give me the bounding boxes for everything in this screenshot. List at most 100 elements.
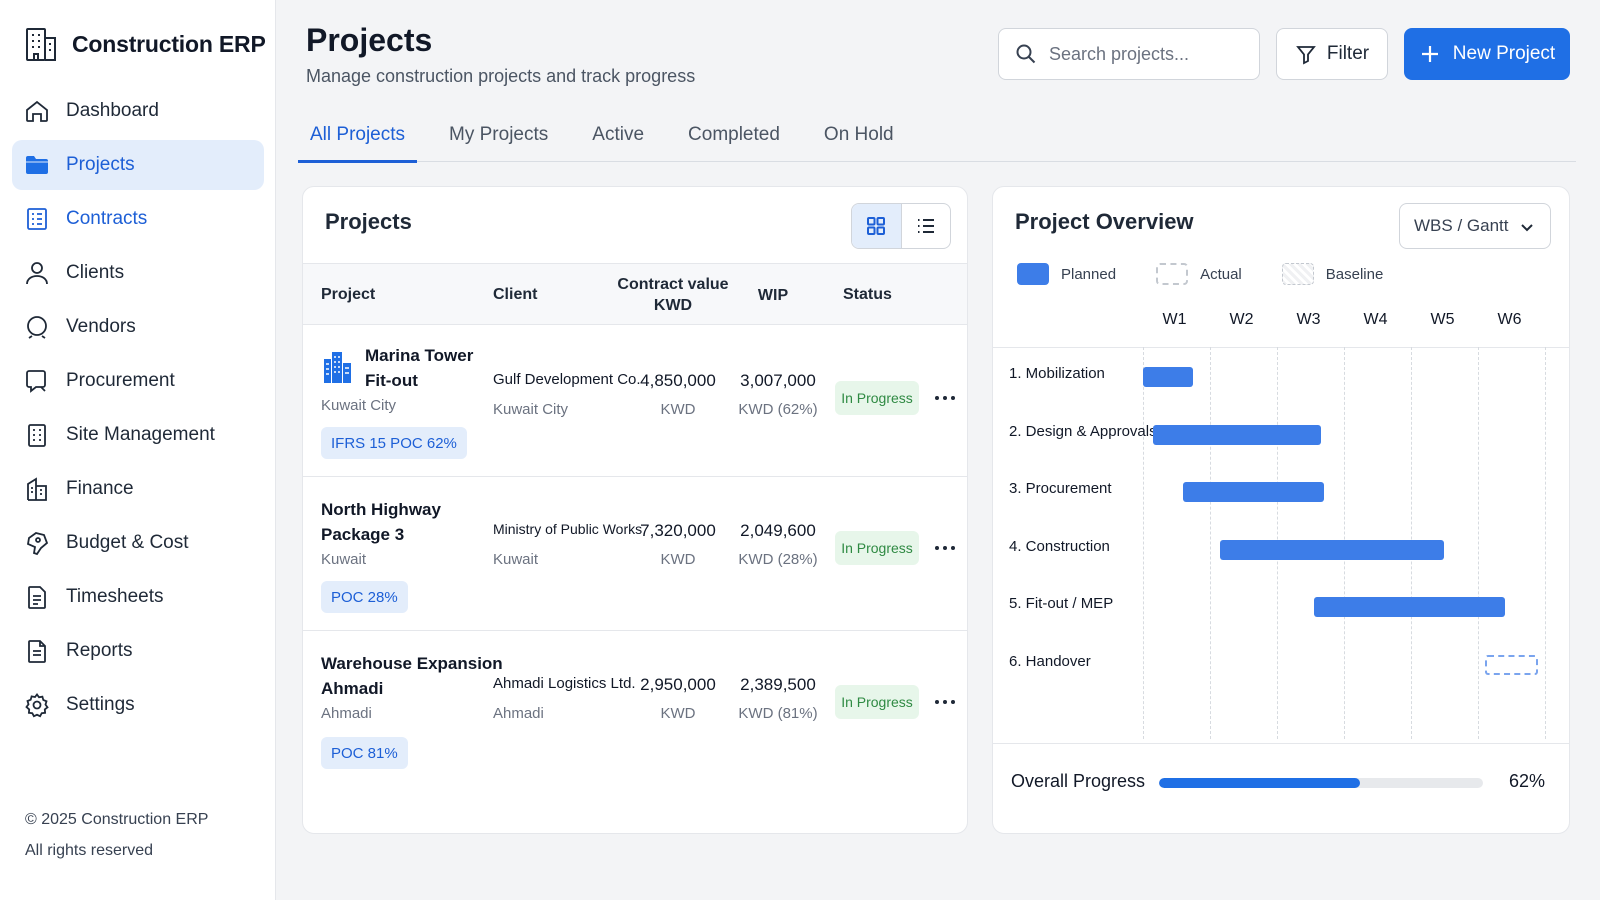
tab-active[interactable]: Active <box>592 124 645 145</box>
tab-my-projects[interactable]: My Projects <box>449 124 549 145</box>
baseline-swatch <box>1281 263 1314 285</box>
brand[interactable]: Construction ERP <box>24 26 266 62</box>
project-name-line2: Fit-out <box>365 371 418 390</box>
gantt-bar[interactable] <box>1183 482 1324 502</box>
sidebar-item-dashboard[interactable]: Dashboard <box>12 86 264 136</box>
sidebar-item-finance[interactable]: Finance <box>12 464 264 514</box>
legend-baseline: Baseline <box>1281 263 1384 285</box>
project-name[interactable]: Warehouse Expansion Ahmadi <box>321 651 503 701</box>
overall-progress-label: Overall Progress <box>1011 771 1146 791</box>
table-header: Project Client Contract value KWD WIP St… <box>303 263 967 325</box>
app-title: Construction ERP <box>72 30 266 57</box>
tab-completed[interactable]: Completed <box>688 124 780 145</box>
projects-card-title: Projects <box>325 209 412 234</box>
client-city: Kuwait <box>493 551 539 568</box>
legend-baseline-label: Baseline <box>1325 265 1384 283</box>
gantt-bar[interactable] <box>1220 539 1445 560</box>
grid-view-button[interactable] <box>852 204 902 248</box>
gantt-bar[interactable] <box>1153 424 1321 445</box>
column-status[interactable]: Status <box>843 286 892 303</box>
gantt-bar[interactable] <box>1313 597 1505 617</box>
more-options-icon[interactable] <box>933 690 957 714</box>
gantt-gridline <box>1545 347 1546 739</box>
table-row[interactable]: Warehouse Expansion Ahmadi Ahmadi POC 81… <box>303 631 967 791</box>
gantt-bar-outline[interactable] <box>1484 654 1539 675</box>
vendor-icon <box>27 316 47 339</box>
project-name[interactable]: Marina Tower Fit-out <box>365 343 473 393</box>
view-select-value: WBS / Gantt <box>1414 216 1509 235</box>
sidebar-item-label: Procurement <box>66 370 175 391</box>
task-label[interactable]: 5. Fit-out / MEP <box>1009 595 1114 612</box>
chevron-down-icon <box>1521 224 1533 232</box>
gantt-gridline <box>1143 347 1144 739</box>
task-label[interactable]: 6. Handover <box>1009 652 1091 670</box>
project-tabs: All Projects My Projects Active Complete… <box>298 108 1576 163</box>
column-project[interactable]: Project <box>321 286 376 303</box>
grid-icon <box>867 217 886 235</box>
sidebar-item-label: Site Management <box>66 424 215 445</box>
task-label[interactable]: 4. Construction <box>1009 537 1110 555</box>
contract-value-unit: KWD <box>660 705 696 722</box>
list-icon <box>917 219 934 233</box>
column-wip[interactable]: WIP <box>757 286 789 304</box>
list-view-button[interactable] <box>902 204 951 248</box>
user-icon <box>26 262 48 285</box>
overall-progress-percent: 62% <box>1509 771 1546 791</box>
task-label[interactable]: 1. Mobilization <box>1009 365 1105 382</box>
filter-label: Filter <box>1326 43 1370 64</box>
gear-icon <box>25 693 49 718</box>
table-row[interactable]: Marina Tower Fit-out Kuwait City IFRS 15… <box>303 325 967 477</box>
tab-all-projects[interactable]: All Projects <box>298 108 418 163</box>
copyright-text: © 2025 Construction ERP <box>25 811 209 828</box>
task-label[interactable]: 3. Procurement <box>1009 480 1112 497</box>
sidebar-item-site-management[interactable]: Site Management <box>12 410 264 460</box>
search-input[interactable] <box>1049 43 1239 65</box>
table-row[interactable]: North Highway Package 3 Kuwait POC 28% M… <box>303 477 967 631</box>
gantt-bar[interactable] <box>1143 367 1194 387</box>
column-client[interactable]: Client <box>493 286 538 303</box>
sidebar-item-procurement[interactable]: Procurement <box>12 356 264 406</box>
project-city: Kuwait City <box>321 397 397 414</box>
sidebar-item-vendors[interactable]: Vendors <box>12 302 264 352</box>
sidebar-item-settings[interactable]: Settings <box>12 680 264 730</box>
sidebar-item-contracts[interactable]: Contracts <box>12 194 264 244</box>
column-contract-value[interactable]: Contract value KWD <box>613 264 733 326</box>
status-badge: In Progress <box>835 381 919 415</box>
week-label: W2 <box>1229 311 1254 328</box>
sidebar-item-budget-cost[interactable]: Budget & Cost <box>12 518 264 568</box>
more-options-icon[interactable] <box>933 386 957 410</box>
task-label[interactable]: 2. Design & Approvals <box>1009 422 1157 440</box>
poc-badge: IFRS 15 POC 62% <box>321 427 467 459</box>
week-label: W3 <box>1296 311 1321 328</box>
overall-progress-bar <box>1159 778 1483 788</box>
tab-on-hold[interactable]: On Hold <box>823 124 894 145</box>
view-select[interactable]: WBS / Gantt <box>1399 203 1551 249</box>
more-options-icon[interactable] <box>933 536 957 560</box>
finance-icon <box>27 477 47 501</box>
sidebar-item-label: Vendors <box>66 316 136 337</box>
sidebar-item-timesheets[interactable]: Timesheets <box>12 572 264 622</box>
sidebar-item-label: Settings <box>66 694 135 715</box>
filter-button[interactable]: Filter <box>1276 28 1388 80</box>
wip-value: 3,007,000 <box>740 371 816 390</box>
client-name: Ahmadi Logistics Ltd. <box>493 675 636 692</box>
wip-value: 2,389,500 <box>740 675 816 694</box>
column-contract-value-line1: Contract value <box>617 276 729 293</box>
search-box[interactable] <box>998 28 1260 80</box>
wip-value: 2,049,600 <box>740 521 816 540</box>
project-name[interactable]: North Highway Package 3 <box>321 497 441 547</box>
week-label: W1 <box>1162 311 1187 328</box>
new-project-button[interactable]: New Project <box>1404 28 1570 80</box>
sidebar-item-clients[interactable]: Clients <box>12 248 264 298</box>
contract-value-unit: KWD <box>660 551 696 568</box>
project-overview-card: Project Overview WBS / Gantt Planned Act… <box>992 186 1570 834</box>
sidebar-item-reports[interactable]: Reports <box>12 626 264 676</box>
rights-text: All rights reserved <box>25 842 154 859</box>
week-label: W6 <box>1497 311 1522 328</box>
folder-icon <box>26 156 48 174</box>
sidebar-item-projects[interactable]: Projects <box>12 140 264 190</box>
project-name-line2: Ahmadi <box>321 679 384 698</box>
timesheet-icon <box>28 586 46 609</box>
contract-value: 7,320,000 <box>640 521 716 540</box>
legend-actual: Actual <box>1156 263 1242 285</box>
